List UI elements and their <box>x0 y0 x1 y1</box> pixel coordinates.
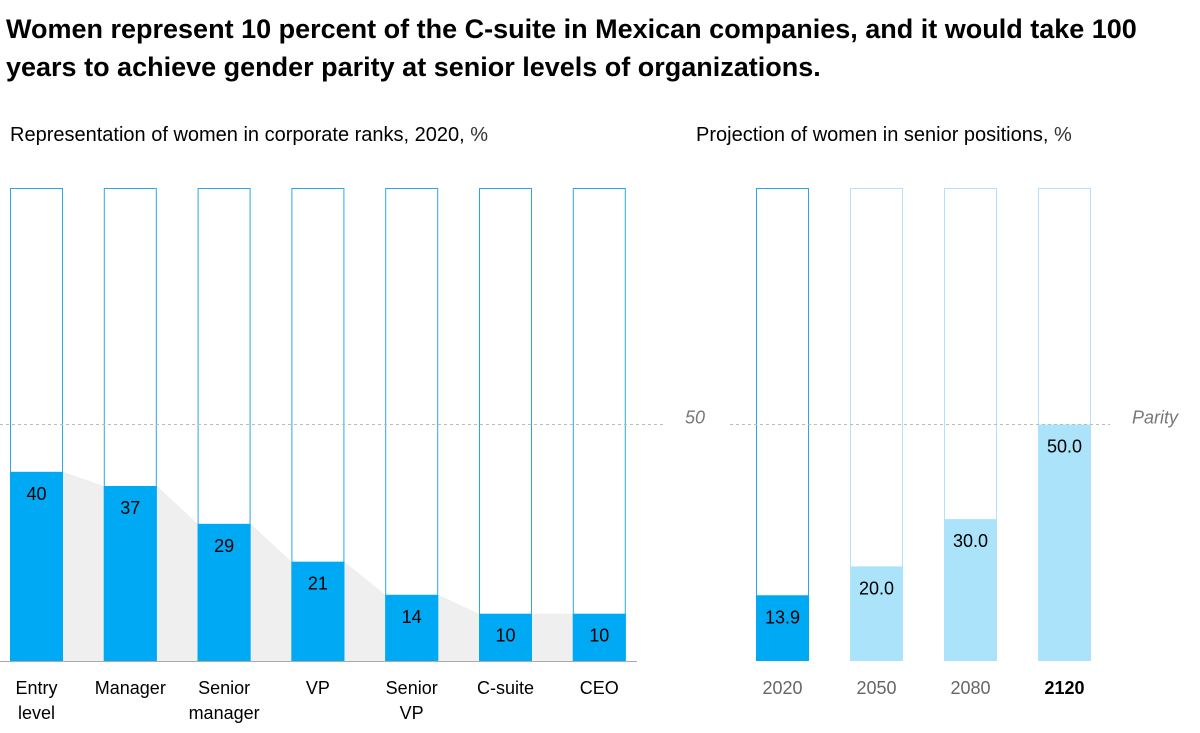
page-title: Women represent 10 percent of the C-suit… <box>6 14 1137 82</box>
x-tick-label: Entry level <box>15 678 58 723</box>
bar <box>479 613 532 661</box>
bar <box>103 485 157 661</box>
bar <box>756 595 809 661</box>
bar <box>10 471 63 661</box>
value-label: 13.9 <box>765 607 800 627</box>
x-tick-label: 2020 <box>762 678 803 698</box>
chart-title: Projection of women in senior positions, <box>696 124 1049 146</box>
value-label: 30.0 <box>953 531 988 551</box>
bar <box>850 566 903 661</box>
x-tick-label: Senior manager <box>188 678 260 723</box>
x-tick-label: 2080 <box>950 678 991 698</box>
unit: % <box>470 124 489 146</box>
value-label: 50.0 <box>1047 437 1082 457</box>
bar <box>291 561 345 661</box>
x-tick-label: C-suite <box>476 678 534 698</box>
trend-shade <box>532 613 573 661</box>
trend-shade <box>250 523 292 661</box>
value-label: 29 <box>214 536 234 556</box>
bar <box>385 594 439 661</box>
value-label: 14 <box>402 607 422 627</box>
trend-shade <box>156 485 198 661</box>
bar <box>197 523 251 661</box>
x-tick-label: Manager <box>94 678 166 698</box>
value-label: 20.0 <box>859 578 894 598</box>
trend-shade <box>63 471 104 661</box>
unit: % <box>1053 124 1072 146</box>
bar-outline <box>572 188 626 661</box>
chart-subtitle: Representation of women in corporate ran… <box>10 124 488 147</box>
bar <box>1038 424 1091 661</box>
chart-subtitle: Projection of women in senior positions,… <box>696 124 1072 147</box>
value-label: 40 <box>26 484 46 504</box>
x-tick-label: Senior VP <box>385 678 438 723</box>
value-label: 21 <box>308 574 328 594</box>
bar <box>572 613 626 661</box>
x-tick-label: CEO <box>579 678 619 698</box>
bar <box>944 519 997 661</box>
bar-outline <box>756 188 809 661</box>
x-tick-label: 2120 <box>1044 678 1085 698</box>
chart-title: Representation of women in corporate ran… <box>10 124 465 146</box>
trend-shade <box>438 594 479 661</box>
y-tick-label: Parity <box>1132 408 1179 428</box>
value-label: 37 <box>120 498 140 518</box>
x-tick-label: VP <box>305 678 330 698</box>
value-label: 10 <box>495 626 515 646</box>
trend-shade <box>344 561 386 661</box>
value-label: 10 <box>589 626 609 646</box>
bar-outline <box>385 188 439 661</box>
x-tick-label: 2050 <box>856 678 897 698</box>
y-tick-label: 50 <box>685 408 705 428</box>
